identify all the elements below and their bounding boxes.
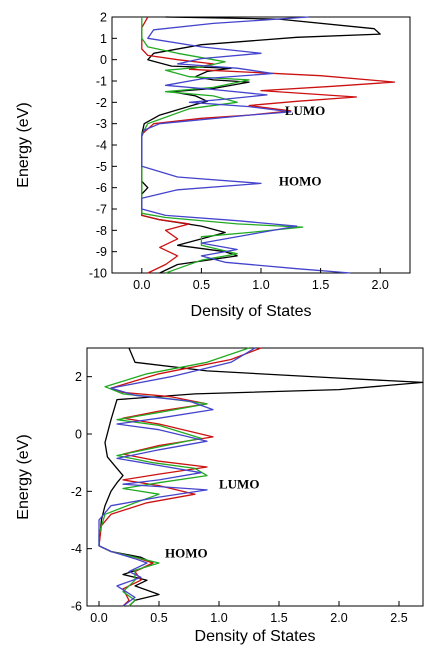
x-axis-label: Density of States: [191, 303, 312, 320]
y-tick-label: -10: [89, 267, 107, 281]
y-tick-label: -2: [71, 485, 82, 499]
series-line-2: [141, 16, 396, 274]
x-tick-label: 0.5: [150, 611, 167, 625]
x-tick-label: 1.0: [210, 611, 227, 625]
series-line-4: [98, 347, 256, 607]
lumo-annotation: LUMO: [285, 103, 325, 118]
homo-annotation: HOMO: [279, 174, 322, 189]
x-tick-label: 0.0: [133, 278, 150, 292]
y-tick-label: -4: [71, 542, 82, 556]
y-tick-label: 1: [100, 32, 107, 46]
x-tick-label: 1.0: [252, 278, 269, 292]
x-tick-label: 2.5: [390, 611, 407, 625]
x-tick-label: 1.5: [312, 278, 329, 292]
y-tick-label: 2: [100, 11, 107, 25]
plot-frame: [111, 16, 411, 274]
y-tick-label: -8: [96, 224, 107, 238]
y-tick-label: -6: [96, 181, 107, 195]
x-tick-label: 2.0: [330, 611, 347, 625]
y-tick-label: -9: [96, 245, 107, 259]
series-line-1: [141, 16, 381, 274]
dos-chart-bottom: 0.0 0.5 1.0 1.5 2.0 2.5 -6 -4 -2 0 2 Density of Sta…: [15, 347, 424, 645]
x-tick-label: 0.5: [193, 278, 210, 292]
series-line-4: [141, 16, 351, 274]
lumo-annotation: LUMO: [219, 476, 259, 491]
x-tick-label: 0.0: [90, 611, 107, 625]
y-tick-label: -6: [71, 600, 82, 614]
y-tick-label: -1: [96, 75, 107, 89]
x-tick-label: 1.5: [270, 611, 287, 625]
y-tick-label: -2: [96, 96, 107, 110]
y-tick-label: -7: [96, 203, 107, 217]
x-axis-label: Density of States: [195, 628, 316, 645]
y-tick-label: -3: [96, 117, 107, 131]
y-tick-label: 2: [75, 370, 82, 384]
y-axis-label: Energy (eV): [15, 434, 32, 519]
y-tick-label: 0: [75, 428, 82, 442]
y-tick-label: 0: [100, 53, 107, 67]
x-tick-label: 2.0: [372, 278, 389, 292]
series-line-1: [98, 347, 424, 607]
homo-annotation: HOMO: [165, 545, 208, 560]
y-tick-label: -5: [96, 160, 107, 174]
series-line-3: [141, 17, 304, 274]
y-tick-label: -4: [96, 139, 107, 153]
series-line-2: [98, 347, 262, 607]
dos-chart-top: 0.0 0.5 1.0 1.5 2.0-10-9-8-7-6-5-4-3-2-1012D…: [15, 11, 411, 320]
y-axis-label: Energy (eV): [15, 102, 32, 187]
